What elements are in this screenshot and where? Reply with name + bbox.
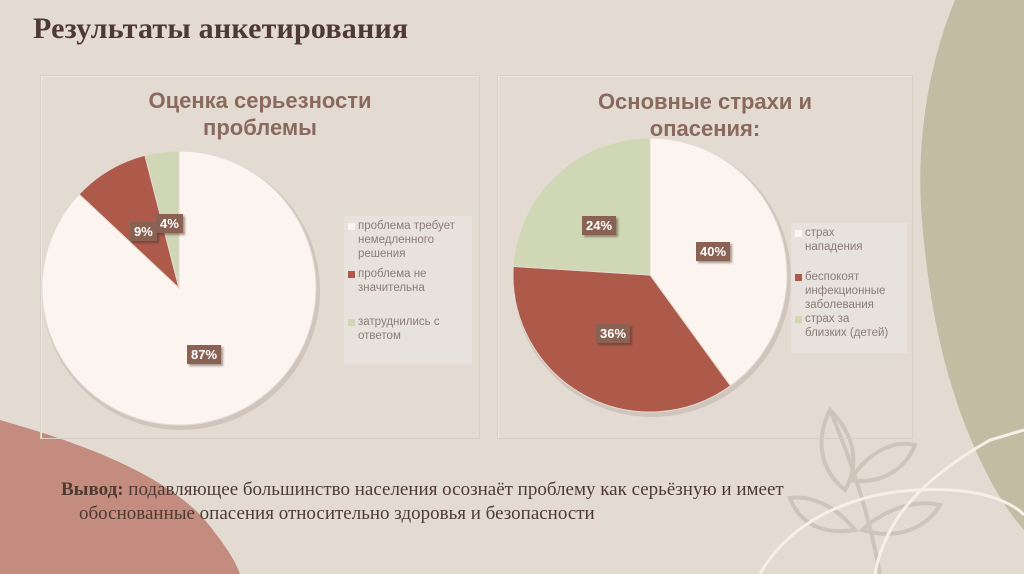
legend-item: страх за близких (детей) <box>795 312 903 340</box>
legend-swatch <box>795 316 802 323</box>
chart-title: Оценка серьезности проблемы <box>148 88 372 140</box>
legend-swatch <box>348 271 355 278</box>
data-label: 24% <box>582 216 617 235</box>
conclusion-line-1: подавляющее большинство населения осозна… <box>128 479 784 500</box>
data-label: 4% <box>156 214 183 233</box>
pie-slice <box>649 137 788 387</box>
conclusion-line-2: обоснованные опасения относительно здоро… <box>79 503 595 524</box>
chart-fears: Основные страхи и опасения: 40% 36% 24% … <box>497 75 913 439</box>
slide-title: Результаты анкетирования <box>33 12 409 45</box>
chart-legend: проблема требует немедленного решения пр… <box>344 216 472 364</box>
legend-item: затруднились с ответом <box>348 315 468 343</box>
legend-swatch <box>795 274 802 281</box>
data-label: 9% <box>130 222 157 241</box>
chart-legend: страх нападения беспокоят инфекционные з… <box>791 223 907 353</box>
chart-severity: Оценка серьезности проблемы 87% 9% 4% пр… <box>40 75 480 439</box>
chart-title: Основные страхи и опасения: <box>597 89 813 141</box>
pie-chart <box>512 137 791 417</box>
legend-item: проблема не значительна <box>348 267 468 295</box>
legend-swatch <box>348 319 355 326</box>
conclusion-lead: Вывод: <box>61 479 124 500</box>
legend-swatch <box>348 223 355 230</box>
legend-item: страх нападения <box>795 226 903 254</box>
pie-slice <box>512 137 651 276</box>
conclusion-text: Вывод: подавляющее большинство населения… <box>61 478 961 526</box>
legend-swatch <box>795 230 802 237</box>
data-label: 36% <box>596 324 631 343</box>
legend-item: беспокоят инфекционные заболевания <box>795 270 903 312</box>
olive-blob-shape <box>920 0 1024 530</box>
data-label: 87% <box>187 345 222 364</box>
legend-item: проблема требует немедленного решения <box>348 219 468 261</box>
data-label: 40% <box>696 242 731 261</box>
